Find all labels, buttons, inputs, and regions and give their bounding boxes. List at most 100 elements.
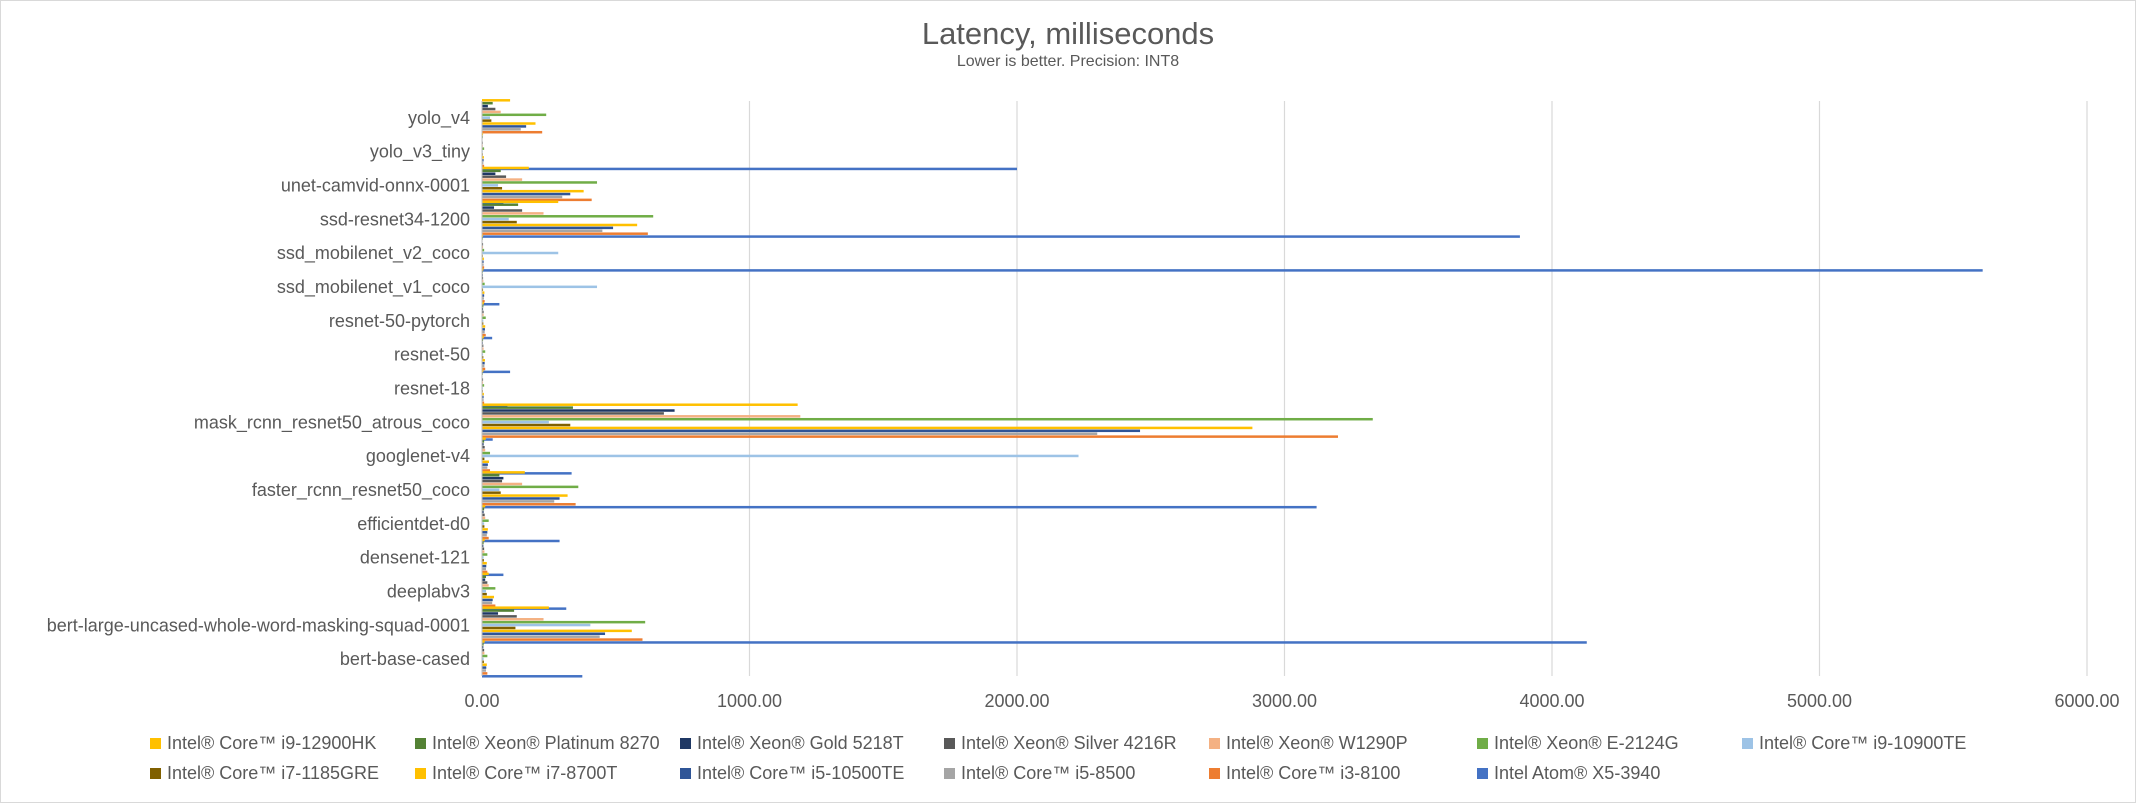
bar [482,587,496,590]
bar [482,415,801,418]
bar [482,403,798,406]
bar [482,578,486,581]
category-label: faster_rcnn_resnet50_coco [252,480,470,501]
bar [482,198,592,202]
bar [482,500,555,503]
bar [482,567,487,571]
bar [482,426,1253,430]
x-tick-label: 0.00 [464,691,499,711]
bar [482,316,486,320]
bar [482,223,638,227]
bar [482,675,583,678]
bar [482,313,484,317]
bar [482,417,1373,421]
bar [482,429,1141,433]
bar [482,381,484,384]
bar [482,370,511,374]
bar [482,130,543,134]
legend-item: Intel® Xeon® W1290P [1226,733,1408,753]
legend-swatch [944,738,955,749]
bar [482,291,485,294]
bar [482,666,487,669]
bar [482,575,487,578]
bar [482,200,559,204]
bar [482,336,493,340]
bar [482,476,504,480]
category-label: deeplabv3 [387,581,470,601]
bar [482,307,484,311]
x-tick-label: 6000.00 [2054,691,2119,711]
bar [482,212,544,215]
bar [482,235,1520,238]
bar [482,618,544,621]
bar [482,559,484,562]
bar [482,269,1983,272]
bar [482,663,487,666]
bar [482,570,488,574]
x-tick-label: 4000.00 [1519,691,1584,711]
bar [482,302,484,305]
bar [482,203,519,206]
x-tick-label: 5000.00 [1787,691,1852,711]
legend-item: Intel® Core™ i9-12900HK [167,733,376,753]
bar [482,672,488,675]
bar [482,528,488,531]
bar [482,125,527,128]
bar [482,525,485,528]
bar [482,257,484,261]
legend-item: Intel® Xeon® Gold 5218T [697,733,904,753]
legend-item: Intel® Core™ i5-10500TE [697,763,904,783]
bar [482,620,646,624]
legend-swatch [944,768,955,779]
bar [482,268,484,271]
bar [482,584,489,587]
bar [482,107,496,111]
bar [482,516,486,520]
bar [482,187,503,190]
bar [482,629,632,633]
bar [482,440,485,443]
bar [482,333,486,337]
bar [482,572,489,576]
bar [482,491,501,494]
bar [482,181,598,184]
bar [482,522,485,525]
bar [482,544,484,548]
category-label: ssd_mobilenet_v1_coco [277,277,470,298]
legend-swatch [415,738,426,749]
bar [482,282,485,286]
legend-item: Intel® Core™ i7-8700T [432,763,617,783]
bar [482,623,591,627]
bar [482,457,485,461]
category-label: unet-camvid-onnx-0001 [281,176,470,196]
bar [482,432,1098,435]
bar [482,474,500,477]
bar [482,276,484,280]
bar [482,519,489,522]
legend-swatch [1742,738,1753,749]
category-label: resnet-50 [394,345,470,365]
bar [482,335,484,339]
bar [482,226,614,230]
bar [482,541,484,545]
bar [482,398,484,402]
bar [482,169,501,173]
bar [482,353,484,356]
bar [482,472,572,475]
bar [482,147,485,150]
bar [482,248,485,252]
bar [482,451,491,455]
bar [482,350,486,353]
bar [482,175,507,178]
bar [482,156,484,159]
bar [482,504,486,508]
bar [482,401,485,405]
bar [482,172,496,176]
bar [482,300,485,303]
legend-item: Intel® Xeon® E-2124G [1494,733,1679,753]
legend-item: Intel® Xeon® Platinum 8270 [432,733,660,753]
bar [482,297,484,300]
category-label: bert-large-uncased-whole-word-masking-sq… [47,615,470,635]
